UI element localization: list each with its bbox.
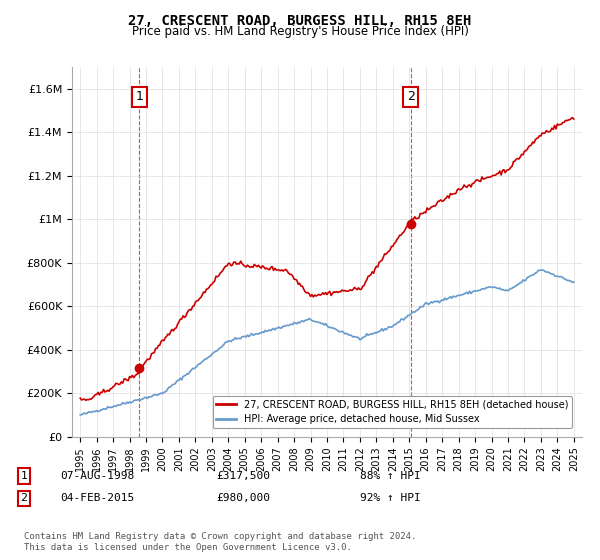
- Text: Contains HM Land Registry data © Crown copyright and database right 2024.
This d: Contains HM Land Registry data © Crown c…: [24, 532, 416, 552]
- Text: 1: 1: [20, 471, 28, 481]
- Text: Price paid vs. HM Land Registry's House Price Index (HPI): Price paid vs. HM Land Registry's House …: [131, 25, 469, 38]
- Text: 27, CRESCENT ROAD, BURGESS HILL, RH15 8EH: 27, CRESCENT ROAD, BURGESS HILL, RH15 8E…: [128, 14, 472, 28]
- Text: £317,500: £317,500: [216, 471, 270, 481]
- Text: 1: 1: [136, 90, 143, 103]
- Text: 92% ↑ HPI: 92% ↑ HPI: [360, 493, 421, 503]
- Text: £980,000: £980,000: [216, 493, 270, 503]
- Text: 07-AUG-1998: 07-AUG-1998: [60, 471, 134, 481]
- Text: 04-FEB-2015: 04-FEB-2015: [60, 493, 134, 503]
- Text: 2: 2: [407, 90, 415, 103]
- Text: 88% ↑ HPI: 88% ↑ HPI: [360, 471, 421, 481]
- Legend: 27, CRESCENT ROAD, BURGESS HILL, RH15 8EH (detached house), HPI: Average price, : 27, CRESCENT ROAD, BURGESS HILL, RH15 8E…: [212, 395, 572, 428]
- Text: 2: 2: [20, 493, 28, 503]
